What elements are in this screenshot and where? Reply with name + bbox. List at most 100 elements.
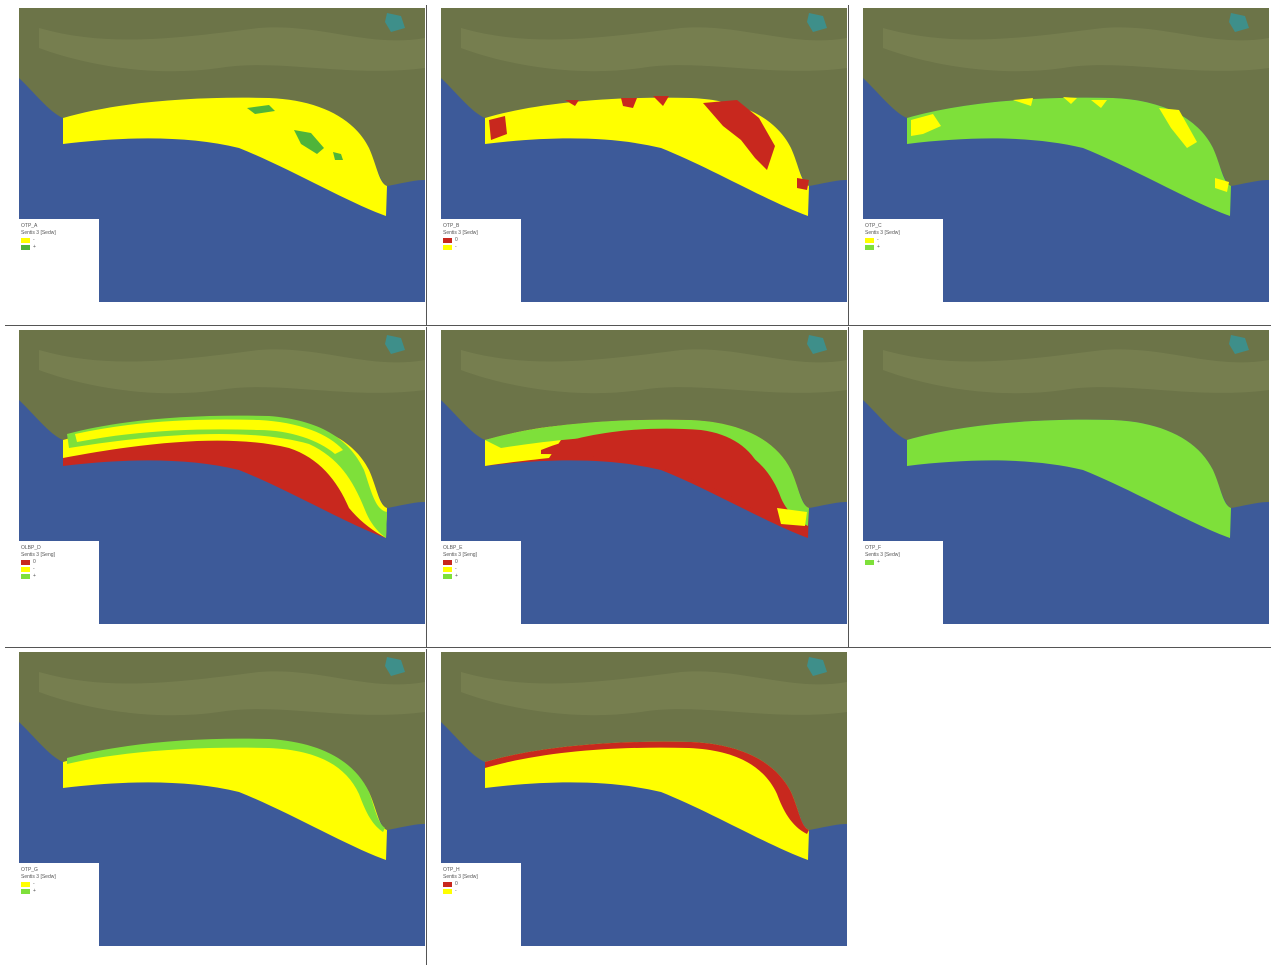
map-panel-otp-g: OTP_G Sentis 3 [Sedw] - + xyxy=(5,649,425,969)
map-panel-otp-f: OTP_F Sentis 3 [Sedw] + xyxy=(849,327,1269,647)
legend-box: OTP_F Sentis 3 [Sedw] + xyxy=(863,541,943,627)
legend-label: + xyxy=(877,244,880,250)
legend-swatch xyxy=(21,882,30,887)
legend-label: - xyxy=(33,237,35,243)
legend-box: OTP_A Sentis 3 [Sedw] - + xyxy=(19,219,99,305)
legend-label: - xyxy=(455,566,457,572)
legend-subtitle: Sentis 3 [Sedw] xyxy=(443,874,478,880)
legend-title: OTP_C xyxy=(865,223,882,229)
legend-label: 0 xyxy=(455,559,458,565)
map-panel-otp-a: OTP_A Sentis 3 [Sedw] - + xyxy=(5,5,425,325)
map-panel-otp-b: OTP_B Sentis 3 [Sedw] 0- xyxy=(427,5,847,325)
zone-red-4 xyxy=(653,96,669,106)
lagoon xyxy=(807,657,827,676)
land-texture xyxy=(883,27,1269,72)
legend-label: - xyxy=(33,881,35,887)
legend-label: + xyxy=(33,573,36,579)
legend-label: + xyxy=(33,888,36,894)
zone-yellow-0 xyxy=(485,741,809,860)
legend-swatch xyxy=(443,560,452,565)
legend-box: OLBP_D Sentis 3 [Seng] 0- + xyxy=(19,541,99,627)
lagoon xyxy=(385,13,405,32)
legend-swatch xyxy=(21,567,30,572)
land-texture xyxy=(461,349,847,394)
zone-yellow-0 xyxy=(63,741,387,860)
legend-label: - xyxy=(877,237,879,243)
legend-box: OTP_C Sentis 3 [Sedw] - + xyxy=(863,219,943,305)
satellite-map xyxy=(863,8,1269,302)
legend-swatch xyxy=(443,882,452,887)
land-texture xyxy=(883,349,1269,394)
legend-swatch xyxy=(21,574,30,579)
legend-swatch xyxy=(865,245,874,250)
lagoon xyxy=(807,13,827,32)
zone-green-0 xyxy=(907,97,1231,216)
legend-title: OTP_F xyxy=(865,545,882,551)
legend-title: OLBP_E xyxy=(443,545,463,551)
legend-subtitle: Sentis 3 [Sedw] xyxy=(21,230,56,236)
zone-yellow-4 xyxy=(777,508,807,526)
zone-red-3 xyxy=(621,98,637,108)
satellite-map xyxy=(441,8,847,302)
zone-darkgreen-2 xyxy=(294,130,324,154)
legend-subtitle: Sentis 3 [Seng] xyxy=(21,552,55,558)
legend-subtitle: Sentis 3 [Seng] xyxy=(443,552,477,558)
legend-title: OLBP_D xyxy=(21,545,41,551)
zone-yellow-1 xyxy=(63,419,387,538)
grid-divider xyxy=(426,327,427,647)
legend-label: - xyxy=(455,244,457,250)
zone-darkgreen-3 xyxy=(333,152,343,160)
lagoon xyxy=(807,335,827,354)
legend-swatch xyxy=(865,560,874,565)
legend-label: + xyxy=(877,559,880,565)
lagoon xyxy=(385,657,405,676)
zone-green-0 xyxy=(907,419,1231,538)
grid-divider xyxy=(848,5,849,325)
legend-label: - xyxy=(455,888,457,894)
map-panel-olbp-d: OLBP_D Sentis 3 [Seng] 0- + xyxy=(5,327,425,647)
legend-label: + xyxy=(455,573,458,579)
legend-swatch xyxy=(21,238,30,243)
grid-divider xyxy=(848,327,849,647)
legend-label: 0 xyxy=(33,559,36,565)
satellite-map xyxy=(441,652,847,946)
zone-red-1 xyxy=(489,116,507,140)
legend-title: OTP_G xyxy=(21,867,38,873)
lagoon xyxy=(1229,335,1249,354)
lagoon xyxy=(1229,13,1249,32)
legend-subtitle: Sentis 3 [Sedw] xyxy=(865,552,900,558)
legend-box: OTP_G Sentis 3 [Sedw] - + xyxy=(19,863,99,949)
legend-swatch xyxy=(21,245,30,250)
zone-green-2 xyxy=(67,415,387,538)
zone-yellow-4 xyxy=(1091,100,1107,108)
land-texture xyxy=(39,27,425,72)
legend-title: OTP_H xyxy=(443,867,460,873)
legend-swatch xyxy=(21,889,30,894)
legend-box: OTP_B Sentis 3 [Sedw] 0- xyxy=(441,219,521,305)
land-texture xyxy=(39,349,425,394)
legend-box: OLBP_E Sentis 3 [Seng] 0- + xyxy=(441,541,521,627)
map-panel-grid: OTP_A Sentis 3 [Sedw] - + OTP_B Sentis 3 [Sed… xyxy=(5,5,1275,969)
zone-yellow-2 xyxy=(1013,98,1033,106)
legend-label: + xyxy=(33,244,36,250)
zone-yellow-3 xyxy=(1063,97,1077,104)
zone-yellow-1 xyxy=(911,114,941,136)
grid-divider xyxy=(5,647,1271,648)
legend-swatch xyxy=(443,245,452,250)
land-texture xyxy=(461,27,847,72)
legend-box: OTP_H Sentis 3 [Sedw] 0- xyxy=(441,863,521,949)
legend-label: 0 xyxy=(455,237,458,243)
zone-red-3 xyxy=(541,428,771,520)
grid-divider xyxy=(426,5,427,325)
map-panel-olbp-e: OLBP_E Sentis 3 [Seng] 0- + xyxy=(427,327,847,647)
map-panel-otp-c: OTP_C Sentis 3 [Sedw] - + xyxy=(849,5,1269,325)
legend-swatch xyxy=(865,238,874,243)
legend-swatch xyxy=(443,567,452,572)
legend-swatch xyxy=(443,889,452,894)
zone-yellow-0 xyxy=(63,97,387,216)
zone-darkgreen-1 xyxy=(247,105,275,114)
zone-yellow-3 xyxy=(75,419,343,454)
zone-yellow-5 xyxy=(1159,108,1197,148)
zone-red-5 xyxy=(703,100,775,170)
land-texture xyxy=(461,671,847,716)
